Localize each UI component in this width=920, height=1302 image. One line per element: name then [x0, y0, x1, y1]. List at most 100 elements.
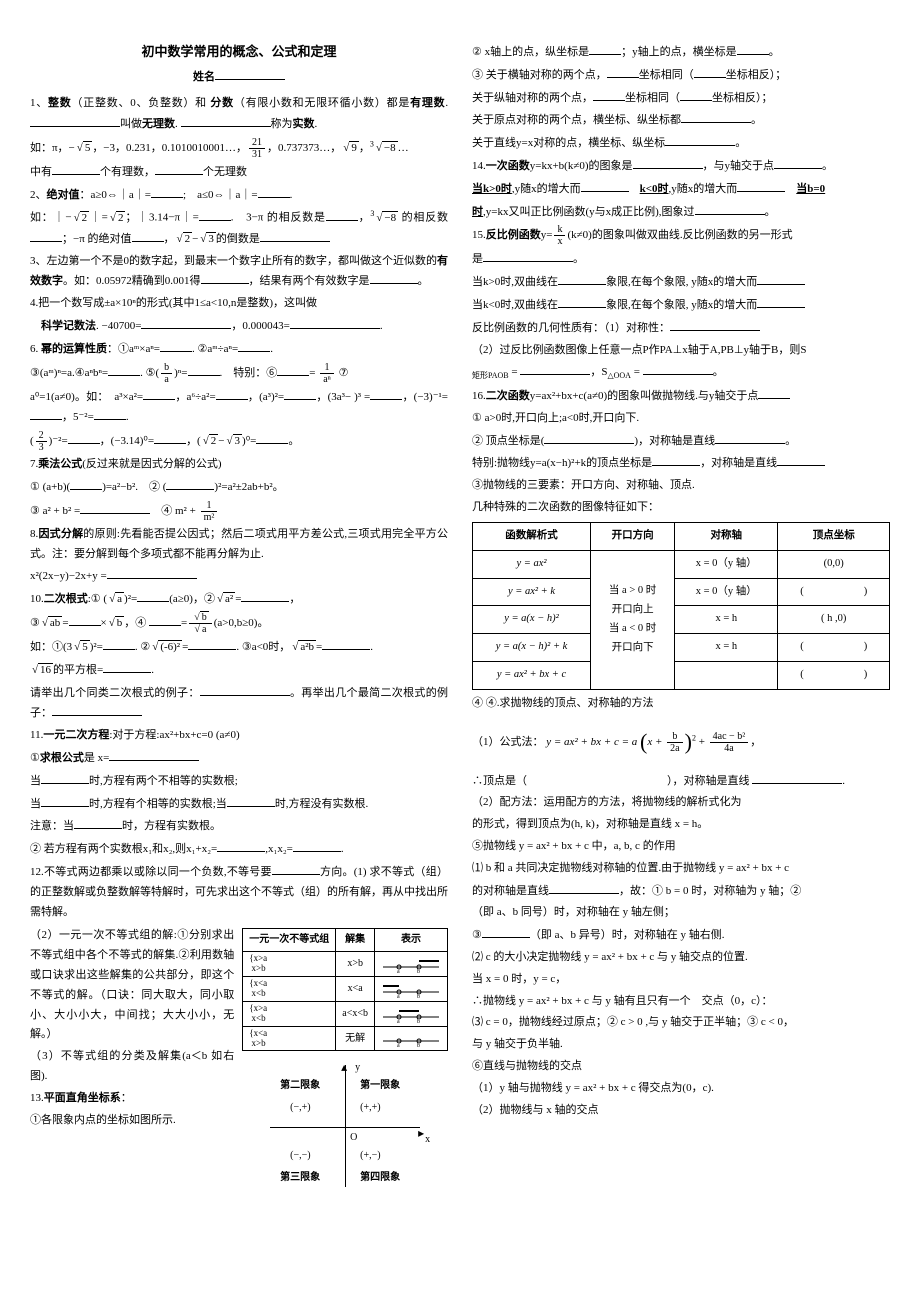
qt-h1: 函数解析式 — [473, 522, 591, 550]
ineq-r4-diag: ab — [375, 1026, 448, 1051]
r-item-5c: （即 a、b 同号）时，对称轴在 y 轴左侧； — [472, 903, 890, 923]
q2-sign: (−,+) — [290, 1099, 310, 1117]
quadratic-table: 函数解析式 开口方向 对称轴 顶点坐标 y = ax² 当 a > 0 时 开口… — [472, 522, 890, 690]
qt-r5c1: y = ax² + bx + c — [473, 662, 591, 690]
item-10e: 请举出几个同类二次根式的例子：。再举出几个最简二次根式的例子： — [30, 683, 448, 725]
name-label: 姓名 — [193, 71, 215, 83]
ineq-r3-sol: a<x<b — [336, 1001, 375, 1026]
item-11: 11.一元二次方程:对于方程:ax²+bx+c=0 (a≠0) — [30, 726, 448, 746]
item-6: 6. 幂的运算性质：①aᵐ×aⁿ=. ②aᵐ÷aⁿ=. — [30, 339, 448, 360]
qt-open-direction: 当 a > 0 时 开口向上 当 a < 0 时 开口向下 — [591, 550, 675, 689]
svg-text:a: a — [397, 994, 400, 998]
item-7: 7.乘法公式(反过来就是因式分解的公式) — [30, 455, 448, 475]
r-item-axis: ② x轴上的点，纵坐标是；y轴上的点，横坐标是。 — [472, 42, 890, 63]
ineq-r1-diag: ab — [375, 952, 448, 977]
item-8ex: x²(2x−y)−2x+y = — [30, 566, 448, 587]
y-label: y — [355, 1059, 360, 1077]
item-2-example: 如：｜−2｜=2；｜3.14−π｜=. 3−π 的相反数是，3−8 的相反数；−… — [30, 207, 448, 249]
svg-text:b: b — [417, 1043, 420, 1047]
item-13: 13.平面直角坐标系： — [30, 1089, 234, 1109]
svg-text:a: a — [397, 1019, 400, 1023]
q3-sign: (−,−) — [290, 1147, 310, 1165]
r-item-5h: ⑶ c = 0，抛物线经过原点；② c > 0 ,与 y 轴交于正半轴；③ c … — [472, 1013, 890, 1033]
r-item-14: 14.一次函数y=kx+b(k≠0)的图象是，与y轴交于点。 — [472, 156, 890, 177]
ineq-r2-diag: ab — [375, 977, 448, 1002]
item-8: 8.因式分解的原则:先看能否提公因式；然后二项式用平方差公式,三项式用完全平方公… — [30, 525, 448, 565]
qt-r5c3 — [675, 662, 778, 690]
r-item-sym3: 关于原点对称的两个点，横坐标、纵坐标都。 — [472, 110, 890, 131]
r-item-6a: （1）y 轴与抛物线 y = ax² + bx + c 得交点为(0，c). — [472, 1079, 890, 1099]
r-item-15c: 当k>0时,双曲线在象限,在每个象限, y随x的增大而 — [472, 272, 890, 293]
r-item-16d: ③抛物线的三要素：开口方向、对称轴、顶点. — [472, 476, 890, 496]
x-arrow-icon: ▸ — [418, 1123, 424, 1145]
r-item-15f: （2）过反比例函数图像上任意一点P作PA⊥x轴于A,PB⊥y轴于B，则S — [472, 341, 890, 361]
item-7a: ① (a+b)()=a²−b². ② ()²=a²±2ab+b²。 — [30, 477, 448, 498]
qt-h4: 顶点坐标 — [778, 522, 890, 550]
r-item-16b: ② 顶点坐标是()，对称轴是直线。 — [472, 431, 890, 452]
qt-r3c1: y = a(x − h)² — [473, 606, 591, 634]
r-item-16c: 特别:抛物线y=a(x−h)²+k的顶点坐标是，对称轴是直线 — [472, 453, 890, 474]
ineq-r1-sys: {x>a x>b — [243, 952, 336, 977]
r-completing2: 的形式，得到顶点为(h, k)，对称轴是直线 x = h。 — [472, 815, 890, 835]
quadrant-diagram: ▸ ▴ y x O 第二限象 第一限象 (−,+) (+,+) (−,−) (+… — [260, 1057, 430, 1197]
qt-r2c3: x = 0（y 轴） — [675, 578, 778, 606]
r-item-15b: 是。 — [472, 249, 890, 270]
r-item-sym4: 关于直线y=x对称的点，横坐标、纵坐标。 — [472, 133, 890, 154]
y-arrow-icon: ▴ — [341, 1057, 347, 1079]
ineq-r1-sol: x>b — [336, 952, 375, 977]
item-10b: ③ab=×b，④ =ba(a>0,b≥0)。 — [30, 612, 448, 635]
r-completing: （2）配方法：运用配方的方法，将抛物线的解析式化为 — [472, 793, 890, 813]
document-title: 初中数学常用的概念、公式和定理 — [30, 40, 448, 63]
item-11e: ② 若方程有两个实数根x₁和x₂,则x₁+x₂=,x₁x₂=. — [30, 839, 448, 860]
item-1-example: 如：π，−5，−3，0.231，0.1010010001…，2131，0.737… — [30, 137, 448, 160]
qt-h3: 对称轴 — [675, 522, 778, 550]
qt-r1c3: x = 0（y 轴） — [675, 550, 778, 578]
ineq-r3-sys: {x>a x<b — [243, 1001, 336, 1026]
r-vertex: ∴顶点是（），对称轴是直线 . — [472, 771, 890, 792]
q1-sign: (+,+) — [360, 1099, 380, 1117]
item-4: 4.把一个数写成±a×10ⁿ的形式(其中1≤a<10,n是整数)，这叫做 — [30, 294, 448, 314]
r-item-16e: 几种特殊的二次函数的图像特征如下： — [472, 498, 890, 518]
ineq-r3-diag: ab — [375, 1001, 448, 1026]
item-2: 2、绝对值：a≥0⇔｜a｜=; a≤0⇔｜a｜=. — [30, 185, 448, 206]
item-1-count: 中有个有理数，个无理数 — [30, 162, 448, 183]
r-item-5i: 与 y 轴交于负半轴. — [472, 1035, 890, 1055]
ineq-r2-sol: x<a — [336, 977, 375, 1002]
r-item-16: 16.二次函数y=ax²+bx+c(a≠0)的图象叫做抛物线.与y轴交于点 — [472, 386, 890, 407]
item-1: 1、整数（正整数、0、负整数）和 分数（有限小数和无限环循小数）都是有理数. 叫… — [30, 94, 448, 135]
right-column: ② x轴上的点，纵坐标是；y轴上的点，横坐标是。 ③ 关于横轴对称的两个点，坐标… — [472, 40, 890, 1197]
r-item-5b: 的对称轴是直线，故：① b = 0 时，对称轴为 y 轴；② — [472, 881, 890, 902]
qt-r5c4: () — [778, 662, 890, 690]
svg-text:b: b — [417, 1019, 420, 1023]
item-6b: ③(aᵐ)ⁿ=a.④aⁿbⁿ=. ⑤(ba)ⁿ=. 特别：⑥= 1aⁿ ⑦ — [30, 362, 448, 385]
r-item-15: 15.反比例函数y=kx(k≠0)的图象叫做双曲线.反比例函数的另一形式 — [472, 224, 890, 247]
r-item-16a: ① a>0时,开口向上;a<0时,开口向下. — [472, 409, 890, 429]
r-item-14c: 时,y=kx又叫正比例函数(y与x成正比例),图象过。 — [472, 202, 890, 223]
ineq-h1: 一元一次不等式组 — [243, 929, 336, 952]
item-4b: 科学记数法. −40700=，0.000043=. — [30, 316, 448, 337]
item-10d: 16的平方根=. — [30, 660, 448, 681]
r-item-sym2: 关于纵轴对称的两个点，坐标相同（坐标相反）； — [472, 88, 890, 109]
ineq-r4-sys: {x<a x>b — [243, 1026, 336, 1051]
item-6d: (23)⁻²=，(−3.14)⁰=，(2−3)⁰=。 — [30, 430, 448, 453]
q4-sign: (+,−) — [360, 1147, 380, 1165]
qt-r1c1: y = ax² — [473, 550, 591, 578]
svg-text:a: a — [397, 969, 400, 973]
r-item-15e: 反比例函数的几何性质有：（1）对称性： — [472, 318, 890, 339]
item-11b: 当时,方程有两个不相等的实数根; — [30, 771, 448, 792]
ineq-r2-sys: {x<a x<b — [243, 977, 336, 1002]
item-11c: 当时,方程有个相等的实数根;当时,方程没有实数根. — [30, 794, 448, 815]
name-line: 姓名 — [30, 67, 448, 88]
r-item-5e: ⑵ c 的大小决定抛物线 y = ax² + bx + c 与 y 轴交点的位置… — [472, 948, 890, 968]
ineq-h2: 解集 — [336, 929, 375, 952]
r-item-16-4: ④ ④.求抛物线的顶点、对称轴的方法 — [472, 694, 890, 714]
item-10: 10.二次根式:① (a)²=(a≥0)，②a²=， — [30, 589, 448, 610]
item-3: 3、左边第一个不是0的数字起，到最末一个数字止所有的数字，都叫做这个近似数的有效… — [30, 252, 448, 293]
ineq-r4-sol: 无解 — [336, 1026, 375, 1051]
r-item-15d: 当k<0时,双曲线在象限,在每个象限, y随x的增大而 — [472, 295, 890, 316]
item-13a: ①各限象内点的坐标如图所示. — [30, 1111, 234, 1131]
qt-r4c4: () — [778, 634, 890, 662]
r-item-6b: （2）抛物线与 x 轴的交点 — [472, 1101, 890, 1121]
r-item-5g: ∴抛物线 y = ax² + bx + c 与 y 轴有且只有一个 交点（0，c… — [472, 992, 890, 1012]
r-item-14b: 当k>0时,y随x的增大而 k<0时,y随x的增大而 当b=0 — [472, 179, 890, 200]
